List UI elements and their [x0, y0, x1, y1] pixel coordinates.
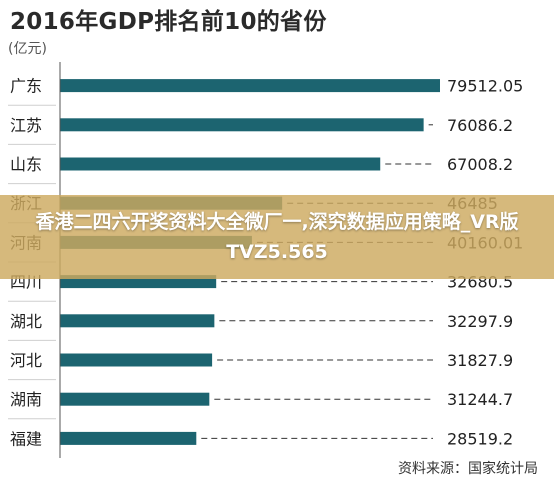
value-label: 67008.2 — [447, 155, 513, 174]
category-label: 河北 — [10, 351, 42, 370]
bar — [60, 314, 215, 328]
unit-label: (亿元) — [8, 41, 47, 57]
value-label: 28519.2 — [447, 429, 513, 448]
bar — [60, 79, 440, 93]
category-label: 福建 — [10, 429, 42, 448]
bar — [60, 392, 210, 406]
category-label: 山东 — [10, 155, 42, 174]
value-label: 76086.2 — [447, 116, 513, 135]
value-label: 31244.7 — [447, 390, 513, 409]
bar — [60, 431, 197, 445]
bar — [60, 157, 381, 171]
category-label: 湖北 — [10, 312, 42, 331]
overlay-banner-text[interactable]: 香港二四六开奖资料大全微厂一,深究数据应用策略_VR版TVZ5.565 — [35, 211, 519, 263]
value-label: 79512.05 — [447, 77, 523, 96]
bar — [60, 118, 424, 132]
value-label: 31827.9 — [447, 351, 513, 370]
category-label: 广东 — [10, 77, 42, 96]
category-label: 江苏 — [10, 116, 42, 135]
category-label: 湖南 — [10, 390, 42, 409]
bar — [60, 353, 213, 367]
overlay-banner[interactable]: 香港二四六开奖资料大全微厂一,深究数据应用策略_VR版TVZ5.565 — [0, 195, 554, 279]
value-label: 32297.9 — [447, 312, 513, 331]
source-note: 资料来源：国家统计局 — [398, 461, 538, 477]
chart-title: 2016年GDP排名前10的省份 — [10, 9, 327, 35]
